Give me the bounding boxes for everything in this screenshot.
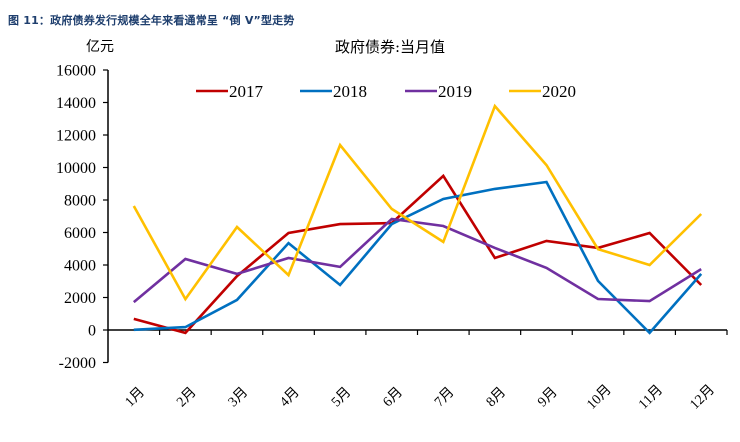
figure-caption: 图 11：政府债券发行规模全年来看通常呈 “倒 V”型走势	[8, 14, 295, 27]
y-tick-label: 0	[88, 323, 96, 340]
legend-label: 2018	[333, 82, 367, 101]
x-tick-label: 12月	[687, 382, 718, 413]
y-tick-label: 4000	[64, 258, 96, 275]
x-tick-label: 10月	[584, 382, 615, 413]
x-tick-label: 11月	[635, 382, 666, 413]
legend-item-2017: 2017	[196, 82, 264, 101]
series-line-2017	[133, 173, 703, 335]
y-tick-label: 10000	[56, 160, 96, 177]
x-tick-label: 9月	[535, 384, 561, 410]
series-line-2019	[132, 217, 702, 304]
legend-label: 2019	[438, 82, 472, 101]
legend-label: 2020	[542, 82, 576, 101]
x-tick-label: 4月	[277, 384, 303, 410]
legend-label: 2017	[229, 82, 264, 101]
series-line-2018	[133, 180, 703, 335]
x-tick-label: 2月	[173, 384, 199, 410]
y-tick-label: 6000	[64, 225, 96, 242]
x-tick-label: 6月	[380, 384, 406, 410]
legend-item-2020: 2020	[509, 82, 576, 101]
y-tick-label: 8000	[64, 193, 96, 210]
legend: 2017 2018 2019 2020	[196, 82, 576, 101]
axes: -2000 0 2000 4000 6000 8000 10000 12000 14000 160…	[56, 63, 728, 413]
legend-item-2019: 2019	[405, 82, 472, 101]
x-tick-label: 5月	[328, 384, 354, 410]
x-tick-label: 1月	[122, 384, 148, 410]
y-tick-label: 12000	[56, 128, 96, 145]
x-tick-label: 3月	[225, 384, 251, 410]
x-tick-label: 8月	[483, 384, 509, 410]
y-tick-label: -2000	[59, 355, 96, 372]
y-axis-unit-label: 亿元	[86, 39, 114, 55]
y-tick-label: 14000	[56, 95, 96, 112]
y-tick-label: 16000	[56, 63, 96, 80]
series-group	[132, 103, 703, 335]
legend-item-2018: 2018	[300, 82, 367, 101]
x-tick-label: 7月	[431, 384, 457, 410]
series-line-2020	[132, 103, 703, 302]
y-tick-label: 2000	[64, 290, 96, 307]
chart-title: 政府债券:当月值	[335, 38, 445, 56]
